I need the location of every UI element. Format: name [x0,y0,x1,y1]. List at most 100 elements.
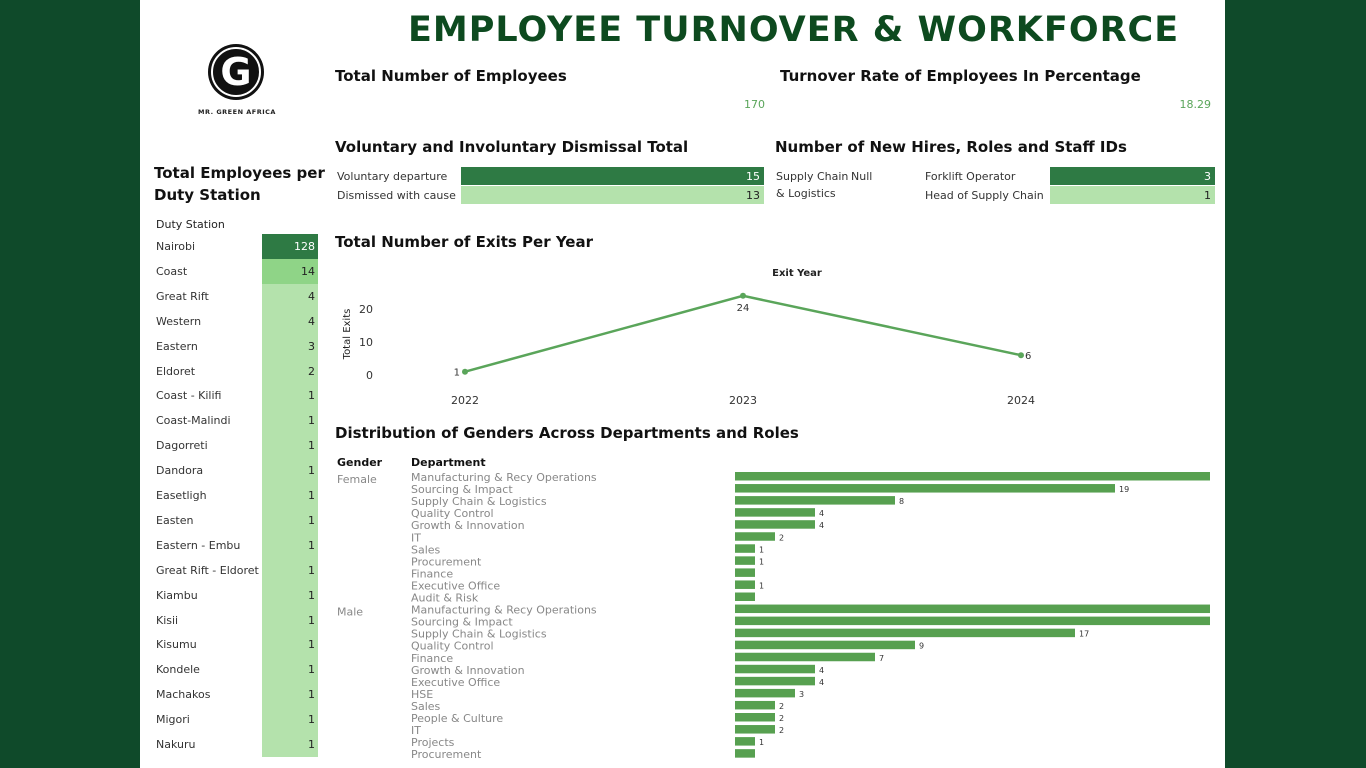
duty-station-value-cell: 2 [262,358,318,384]
duty-station-name: Eastern - Embu [156,538,241,552]
gender-bar [735,652,875,662]
exits-data-point [740,292,746,299]
gender-bar-value: 8 [899,497,904,506]
duty-station-name: Dandora [156,464,204,478]
dismissed-with-cause-bar [461,186,764,204]
duty-station-value-cell: 1 [262,458,318,483]
duty-station-value: 1 [308,489,315,502]
duty-station-name: Easten [156,513,194,527]
gender-bar-chart: Female Manufacturing & Recy Operations 2 4 S… [337,471,1210,761]
duty-station-name: Easetligh [156,489,207,502]
gender-bar [735,592,755,601]
logo-ring [211,47,261,97]
gender-bar [735,749,755,758]
logo-circle: G [208,44,264,100]
gender-bar [735,496,895,505]
gender-bar-value: 2 [779,702,784,711]
gender-bar-value: 2 [779,533,784,542]
duty-station-value-cell: 1 [262,582,318,608]
logo-brand-text: MR. GREEN AFRICA [198,108,276,116]
duty-station-value: 1 [308,389,315,403]
department-label: IT [411,724,421,737]
gender-bar-value: 4 [819,666,824,675]
department-label: Finance [411,567,453,580]
duty-station-value-cell: 14 [262,258,318,284]
department-label: Supply Chain & Logistics [411,495,547,508]
department-label: Quality Control [411,640,494,653]
y-tick-label: 0 [366,369,373,382]
turnover-rate-value: 18.29 [1179,98,1212,111]
duty-station-value: 4 [308,289,315,303]
total-employees-value: 170 [744,98,765,111]
gender-bar [735,544,755,553]
gender-bar-value: 19 [1119,485,1129,494]
duty-station-value-cell: 1 [262,657,318,683]
department-label: Growth & Innovation [411,519,525,532]
department-label: Sales [411,700,441,713]
exits-y-axis-label: Total Exits [342,309,353,361]
gender-bar-value: 4 [819,509,824,518]
duty-station-value: 1 [308,414,315,428]
duty-station-value: 1 [308,563,315,577]
duty-station-name: Nakuru [156,738,196,751]
x-tick-label: 2022 [451,394,479,407]
duty-station-value-cell: 4 [262,283,318,309]
department-label: Sourcing & Impact [411,483,513,496]
duty-station-name: Great Rift [156,289,209,303]
gender-bar-value: 7 [879,654,884,663]
gender-bar [735,472,1210,481]
dismissed-with-cause-value: 13 [746,189,760,202]
forklift-operator-label: Forklift Operator [925,170,1016,183]
duty-station-value-cell: 1 [262,433,318,459]
gender-bar [735,737,755,746]
duty-station-value: 1 [308,638,315,652]
new-hires-heading: Number of New Hires, Roles and Staff IDs [775,138,1127,156]
x-tick-label: 2024 [1007,394,1035,407]
department-label: Executive Office [411,676,500,689]
dismissal-heading: Voluntary and Involuntary Dismissal Tota… [335,138,689,156]
logo-letter: G [220,50,252,94]
gender-bar-value: 3 [799,690,804,699]
gender-bar-value: 1 [759,738,764,747]
gender-bar [735,580,755,589]
department-label: People & Culture [411,712,503,725]
duty-station-name: Coast - Kilifi [156,389,222,403]
gender-bar-value: 4 [819,521,824,530]
duty-station-value-cell: 128 [262,234,318,259]
duty-station-value-cell: 1 [262,483,318,508]
gender-bar [735,725,775,734]
turnover-rate-heading: Turnover Rate of Employees In Percentage [780,67,1141,85]
department-label: Executive Office [411,579,500,592]
department-label: Growth & Innovation [411,664,525,677]
department-label: Manufacturing & Recy Operations [411,604,597,617]
duty-station-name: Migori [156,713,190,727]
department-label: Audit & Risk [411,592,479,605]
duty-station-value: 1 [308,513,315,527]
duty-station-value-cell: 1 [262,557,318,583]
new-hires-department-line2: & Logistics [776,187,836,200]
gender-label: Male [337,606,363,619]
department-label: Procurement [411,555,482,568]
department-label: Sourcing & Impact [411,616,513,629]
gender-bar-value: 1 [759,545,764,554]
department-label: Sales [411,543,441,556]
duty-station-name: Machakos [156,688,211,702]
new-hires-department-line1: Supply Chain [776,170,849,183]
exits-data-point [1018,352,1024,359]
exits-heading: Total Number of Exits Per Year [335,233,593,251]
department-label: Finance [411,652,453,665]
forklift-operator-value: 3 [1204,170,1211,183]
gender-bar [735,508,815,517]
gender-bar [735,616,1210,626]
duty-station-value-cell: 1 [262,532,318,558]
gender-label: Female [337,473,377,486]
gender-bar-value: 9 [919,642,924,651]
company-logo: G MR. GREEN AFRICA [192,44,282,124]
duty-station-value-cell: 4 [262,308,318,334]
gender-bar [735,640,915,650]
duty-station-name: Eastern [156,339,198,353]
department-label: Projects [411,736,455,749]
gender-bar [735,520,815,529]
duty-station-value: 1 [308,663,315,677]
forklift-operator-bar [1050,167,1215,185]
